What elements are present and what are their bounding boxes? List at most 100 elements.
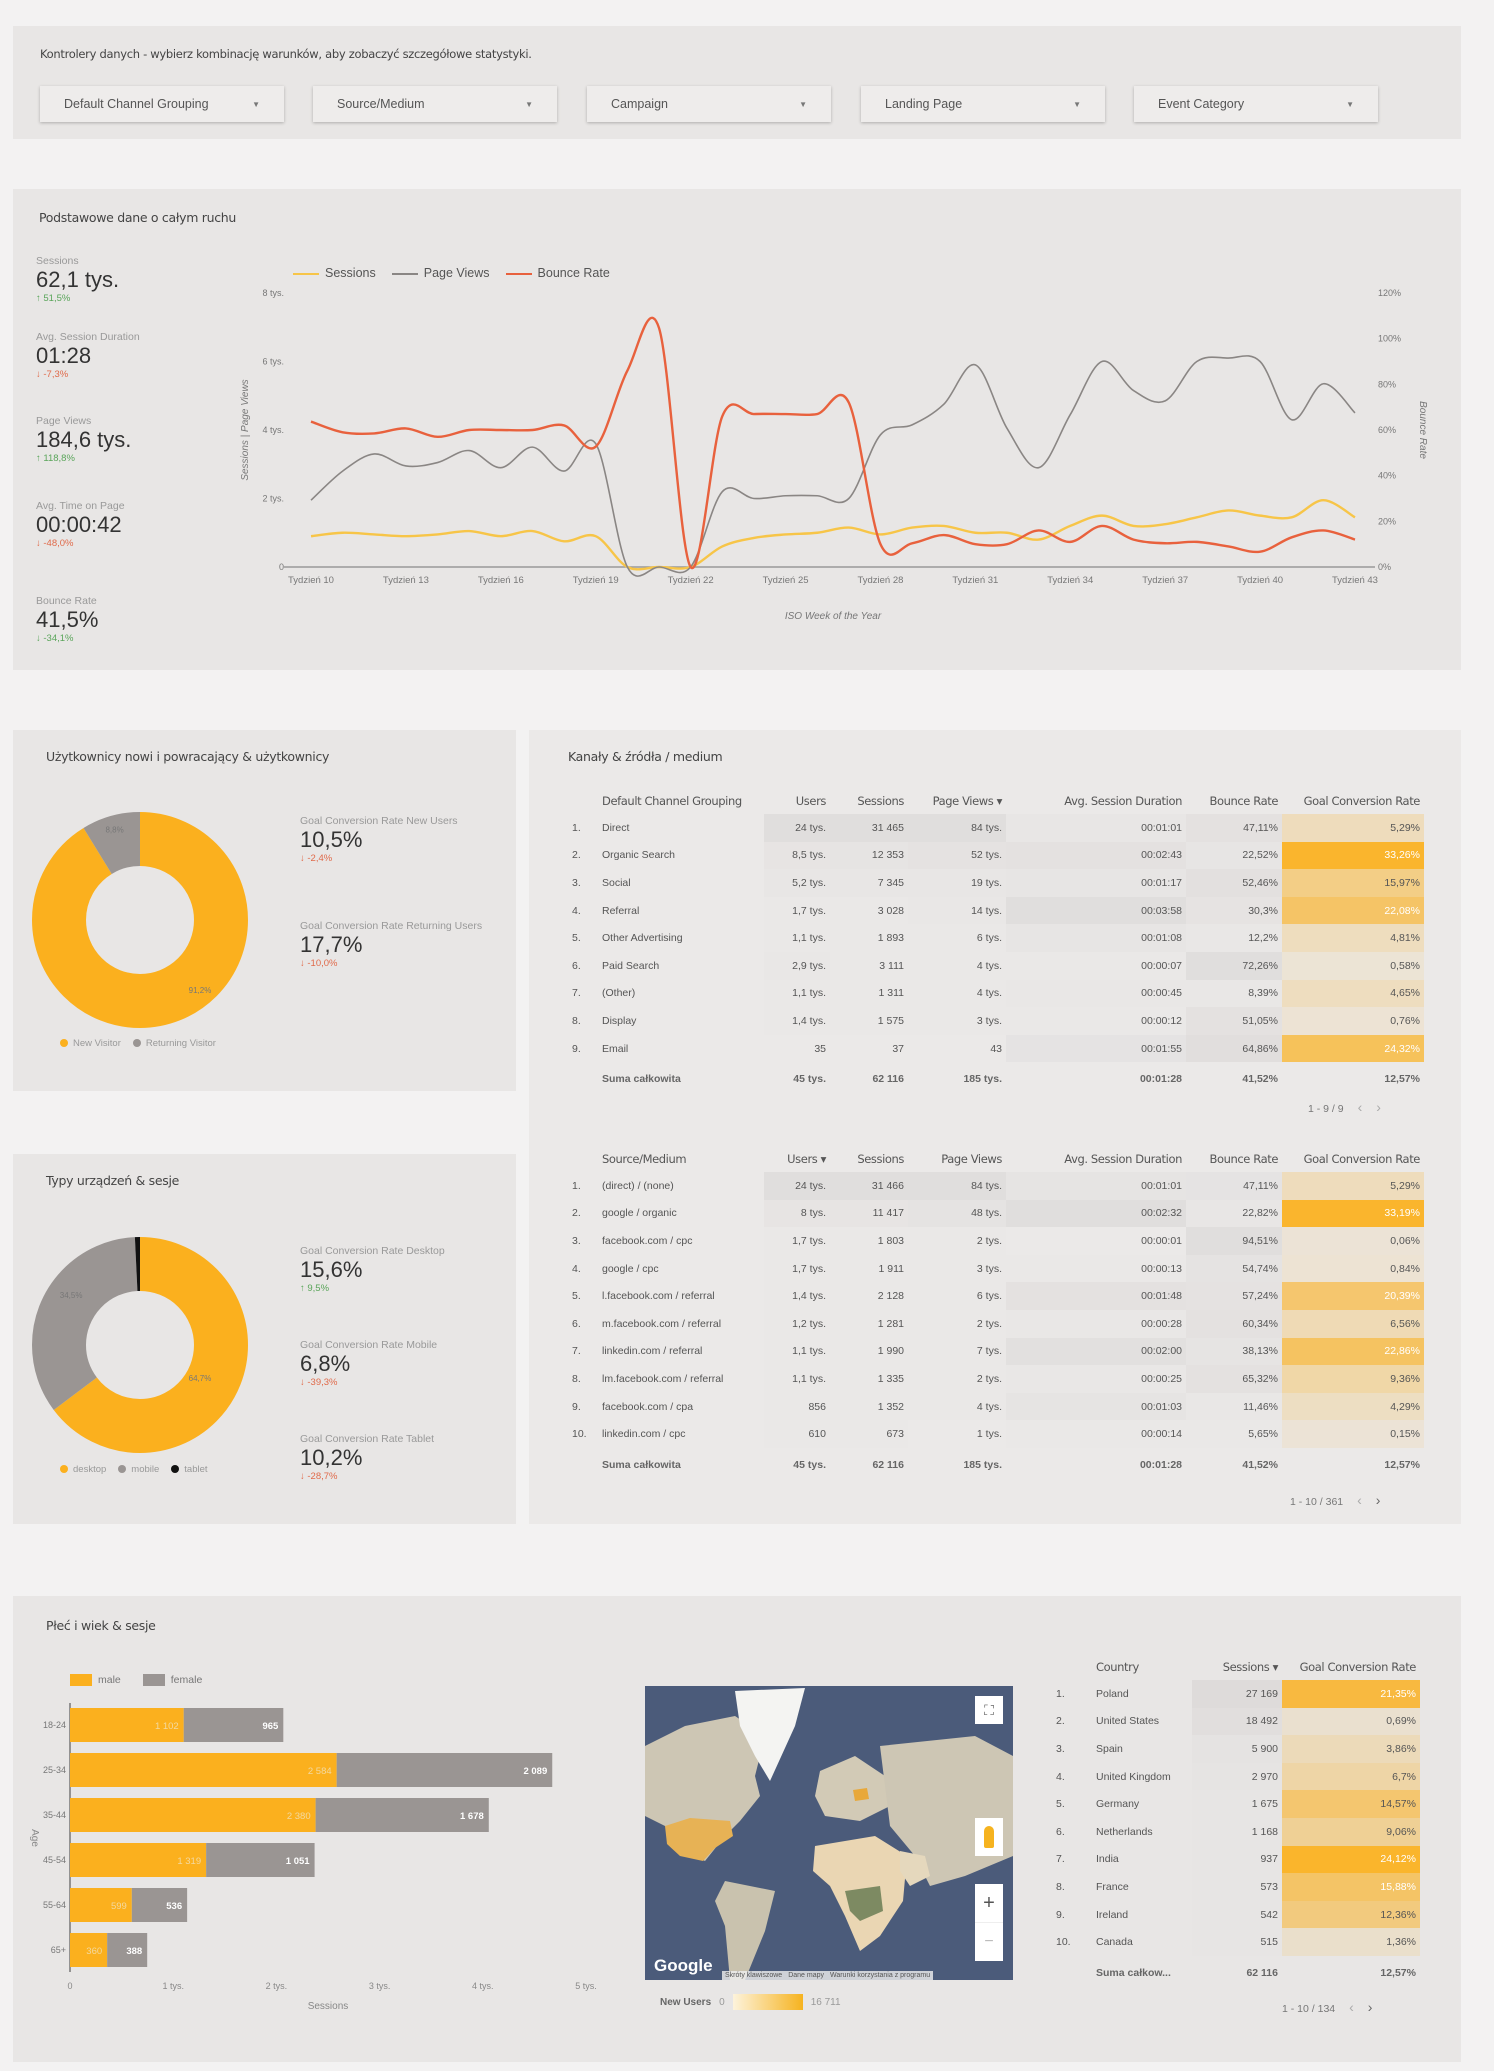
column-header[interactable]: Page Views ▾ <box>932 794 1003 808</box>
legend-item[interactable]: desktop <box>60 1464 106 1475</box>
zoom-in-button[interactable]: + <box>975 1884 1003 1922</box>
prev-page-icon[interactable]: ‹ <box>1357 1099 1363 1115</box>
legend-item[interactable]: tablet <box>171 1464 208 1475</box>
donut-slice-mobile[interactable] <box>32 1237 248 1453</box>
table-cell: 9,06% <box>1282 1817 1420 1846</box>
scorecard-delta: ↓ -2,4% <box>300 853 333 864</box>
column-header[interactable]: Sessions <box>857 1152 904 1166</box>
row-rank: 1. <box>572 1179 581 1192</box>
legend-item[interactable]: Returning Visitor <box>132 1038 216 1049</box>
table-row[interactable]: 10. linkedin.com / cpc 610 673 1 tys. 00:00:1… <box>568 1420 1424 1448</box>
table-row[interactable]: 9. facebook.com / cpa 856 1 352 4 tys. 00:01:… <box>568 1392 1424 1421</box>
table-row[interactable]: 4. Referral 1,7 tys. 3 028 14 tys. 00:03:58 30… <box>568 896 1424 925</box>
table-row[interactable]: 4. google / cpc 1,7 tys. 1 911 3 tys. 00:00:1… <box>568 1254 1424 1283</box>
table-row[interactable]: 2. United States 18 492 0,69% <box>1052 1707 1420 1736</box>
donut-slice-returning-visitor[interactable] <box>32 812 248 1028</box>
legend-item-bounce-rate[interactable]: Bounce Rate <box>505 266 610 280</box>
dropdown-landing-page[interactable]: Landing Page ▼ <box>861 86 1105 122</box>
table-row[interactable]: 5. l.facebook.com / referral 1,4 tys. 2 128… <box>568 1282 1424 1310</box>
total-cell: 62 116 <box>872 1073 904 1086</box>
street-view-pegman-button[interactable] <box>975 1818 1003 1856</box>
table-row[interactable]: 6. Netherlands 1 168 9,06% <box>1052 1817 1420 1846</box>
table-row[interactable]: 5. Other Advertising 1,1 tys. 1 893 6 tys. 00… <box>568 924 1424 952</box>
prev-page-icon[interactable]: ‹ <box>1357 1492 1362 1508</box>
scorecard-label: Goal Conversion Rate Mobile <box>300 1339 438 1351</box>
table-row[interactable]: 10. Canada 515 1,36% <box>1052 1928 1420 1956</box>
next-page-icon[interactable]: › <box>1376 1099 1381 1115</box>
table-row[interactable]: 6. m.facebook.com / referral 1,2 tys. 1 281… <box>568 1309 1424 1338</box>
table-row[interactable]: 5. Germany 1 675 14,57% <box>1052 1790 1420 1818</box>
table-row[interactable]: 8. France 573 15,88% <box>1052 1873 1420 1901</box>
table-row[interactable]: 1. (direct) / (none) 24 tys. 31 466 84 tys. 0… <box>568 1172 1424 1200</box>
land-central-africa <box>845 1886 883 1921</box>
table-total-row: Suma całkowita 45 tys. 62 116 185 tys. 00:01… <box>568 1062 1424 1096</box>
column-header[interactable]: Goal Conversion Rate <box>1303 794 1421 808</box>
scorecard-label: Goal Conversion Rate Desktop <box>300 1245 445 1257</box>
table-row[interactable]: 7. India 937 24,12% <box>1052 1845 1420 1874</box>
table-cell: Email <box>602 1042 629 1055</box>
legend-item[interactable]: New Visitor <box>60 1038 121 1049</box>
donut-slice-tablet[interactable] <box>32 1237 248 1453</box>
next-page-icon[interactable]: › <box>1367 1999 1373 2015</box>
dropdown-label: Source/Medium <box>337 97 425 111</box>
table-row[interactable]: 7. linkedin.com / referral 1,1 tys. 1 990 7 … <box>568 1337 1424 1366</box>
legend-dot <box>171 1465 180 1474</box>
legend-item-male[interactable]: male <box>70 1674 121 1687</box>
column-header[interactable]: Avg. Session Duration <box>1064 794 1182 808</box>
table-row[interactable]: 7. (Other) 1,1 tys. 1 311 4 tys. 00:00:45 8,39… <box>568 979 1424 1008</box>
table-row[interactable]: 9. Email 35 37 43 00:01:55 64,86% 24,32% <box>568 1034 1424 1063</box>
table-row[interactable]: 4. United Kingdom 2 970 6,7% <box>1052 1762 1420 1791</box>
legend-label: desktop <box>73 1464 107 1475</box>
map-data-link[interactable]: Dane mapy <box>788 1972 824 1979</box>
column-header[interactable]: Goal Conversion Rate <box>1303 1152 1421 1166</box>
column-header[interactable]: Avg. Session Duration <box>1064 1152 1182 1166</box>
table-row[interactable]: 1. Direct 24 tys. 31 465 84 tys. 00:01:01 47,1… <box>568 814 1424 842</box>
fullscreen-button[interactable]: ⛶ <box>975 1696 1003 1724</box>
dropdown-campaign[interactable]: Campaign ▼ <box>587 86 831 122</box>
dropdown-source-medium[interactable]: Source/Medium ▼ <box>313 86 557 122</box>
table-row[interactable]: 2. Organic Search 8,5 tys. 12 353 52 tys. 00:… <box>568 841 1424 870</box>
geo-map[interactable]: ⛶ + − Google Skróty klawiszowe Dane mapy… <box>645 1686 1013 1980</box>
table-cell: Netherlands <box>1096 1825 1153 1838</box>
legend-swatch <box>70 1674 92 1687</box>
table-row[interactable]: 6. Paid Search 2,9 tys. 3 111 4 tys. 00:00:07… <box>568 951 1424 980</box>
legend-item-sessions[interactable]: Sessions <box>293 266 376 280</box>
table-row[interactable]: 3. Social 5,2 tys. 7 345 19 tys. 00:01:17 52,4… <box>568 869 1424 897</box>
dropdown-event-category[interactable]: Event Category ▼ <box>1134 86 1378 122</box>
column-header[interactable]: Goal Conversion Rate <box>1299 1660 1417 1674</box>
column-header[interactable]: Default Channel Grouping <box>602 794 742 808</box>
table-row[interactable]: 3. facebook.com / cpc 1,7 tys. 1 803 2 tys. 0… <box>568 1227 1424 1255</box>
keyboard-shortcuts-link[interactable]: Skróty klawiszowe <box>725 1972 783 1979</box>
column-header[interactable]: Source/Medium <box>602 1152 687 1166</box>
legend-item-page-views[interactable]: Page Views <box>391 266 490 280</box>
table-row[interactable]: 3. Spain 5 900 3,86% <box>1052 1735 1420 1763</box>
kpi-scorecard: Sessions 62,1 tys. ↑ 51,5% <box>36 255 119 304</box>
column-header[interactable]: Sessions <box>857 794 904 808</box>
dropdown-default-channel-grouping[interactable]: Default Channel Grouping ▼ <box>40 86 284 122</box>
row-rank: 3. <box>572 1234 581 1247</box>
table-row[interactable]: 8. lm.facebook.com / referral 1,1 tys. 1 33… <box>568 1365 1424 1393</box>
table-row[interactable]: 1. Poland 27 169 21,35% <box>1052 1680 1420 1708</box>
legend-item-female[interactable]: female <box>142 1674 202 1687</box>
column-header[interactable]: Bounce Rate <box>1209 1152 1278 1166</box>
terms-link[interactable]: Warunki korzystania z programu <box>829 1972 931 1979</box>
column-header[interactable]: Sessions ▾ <box>1222 1660 1279 1674</box>
next-page-icon[interactable]: › <box>1375 1492 1381 1508</box>
prev-page-icon[interactable]: ‹ <box>1349 1999 1354 2015</box>
zoom-out-button[interactable]: − <box>975 1922 1003 1961</box>
table-row[interactable]: 2. google / organic 8 tys. 11 417 48 tys. 00:… <box>568 1199 1424 1228</box>
column-header[interactable]: Users <box>795 794 827 808</box>
map-legend: New Users 0 16 711 <box>660 1994 841 2010</box>
column-header[interactable]: Page Views <box>941 1152 1002 1166</box>
legend-label: Sessions <box>325 266 376 280</box>
table-row[interactable]: 9. Ireland 542 12,36% <box>1052 1900 1420 1929</box>
row-rank: 1. <box>572 821 581 834</box>
table-row[interactable]: 8. Display 1,4 tys. 1 575 3 tys. 00:00:12 51,0… <box>568 1007 1424 1035</box>
column-header[interactable]: Bounce Rate <box>1209 794 1278 808</box>
table-cell: 8,5 tys. <box>764 842 830 870</box>
table-cell: facebook.com / cpa <box>602 1400 694 1413</box>
table-cell: 64,86% <box>1186 1034 1282 1063</box>
column-header[interactable]: Country <box>1096 1660 1139 1674</box>
legend-item[interactable]: mobile <box>118 1464 159 1475</box>
column-header[interactable]: Users ▾ <box>787 1152 826 1166</box>
